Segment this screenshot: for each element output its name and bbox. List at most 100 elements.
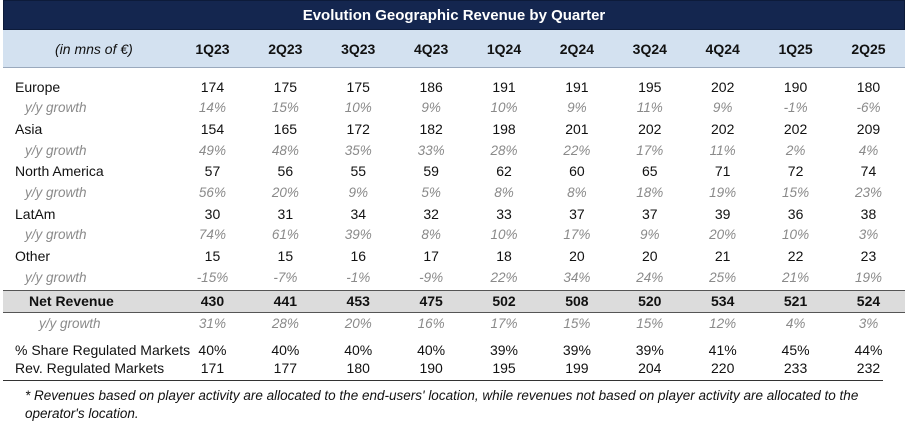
value-cell: 10%	[490, 227, 518, 243]
quarter-header: 3Q24	[632, 40, 667, 57]
value-cell: 198	[492, 120, 516, 137]
value-cell: 195	[638, 78, 662, 95]
value-cell: 15%	[782, 185, 810, 201]
value-cell: 49%	[198, 142, 226, 158]
value-cell: 41%	[708, 341, 737, 358]
value-cell: 177	[273, 359, 298, 376]
value-cell: 39	[714, 205, 731, 222]
value-cell: -7%	[273, 269, 298, 285]
value-cell: 28%	[271, 316, 299, 332]
growth-row: y/y growth 49% 48% 35% 33% 28% 22% 17% 11% 2% 4%	[3, 140, 905, 161]
value-cell: 12%	[709, 316, 737, 332]
value-cell: 31	[277, 205, 294, 222]
growth-row: y/y growth 56% 20% 9% 5% 8% 8% 18% 19% 15% 23%	[3, 182, 905, 203]
value-cell: 15	[204, 248, 221, 265]
value-cell: 9%	[421, 100, 441, 116]
value-cell: 180	[856, 78, 881, 95]
row-label: Other	[15, 248, 51, 265]
value-cell: 9%	[567, 100, 587, 116]
value-cell: 8%	[567, 185, 587, 201]
value-cell: 9%	[712, 100, 733, 116]
table-body: Europe 174 175 175 186 191 191 195 202 190 180 y/y …	[3, 68, 905, 380]
value-cell: 20%	[709, 227, 737, 243]
quarter-header: 2Q23	[268, 40, 303, 57]
value-cell: 59	[423, 163, 439, 180]
value-cell: 14%	[198, 100, 226, 116]
quarter-header: 1Q24	[486, 40, 522, 57]
value-cell: 453	[346, 293, 370, 310]
row-label: Net Revenue	[29, 293, 114, 310]
value-cell: 16	[350, 248, 367, 265]
quarter-header: 3Q23	[341, 40, 376, 57]
growth-row: y/y growth 14% 15% 10% 9% 10% 9% 11% 9% -1% -6%	[3, 97, 905, 118]
quarter-headers: 1Q23 2Q23 3Q23 4Q23 1Q24 2Q24 3Q24 4Q24 1Q25 2Q25	[176, 41, 905, 57]
value-cell: -15%	[196, 269, 229, 285]
region-row: Europe 174 175 175 186 191 191 195 202 190 180	[3, 76, 905, 97]
value-cell: 23%	[854, 185, 882, 201]
value-cell: 17%	[563, 227, 591, 243]
value-cell: 30	[204, 205, 221, 222]
quarter-header: 2Q25	[851, 40, 886, 57]
value-cell: 34%	[563, 269, 591, 285]
value-cell: 20	[569, 248, 585, 265]
value-cell: 38	[860, 205, 877, 222]
net-revenue-row: Net Revenue 430 441 453 475 502 508 520 534 521 52…	[3, 289, 905, 313]
value-cell: 57	[204, 163, 221, 180]
value-cell: 10%	[344, 100, 372, 116]
value-cell: 37	[642, 205, 658, 222]
value-cell: 191	[492, 78, 516, 95]
header-row: (in mns of €) 1Q23 2Q23 3Q23 4Q23 1Q24 2Q24 3Q…	[3, 30, 905, 68]
quarter-header: 4Q24	[705, 40, 740, 57]
value-cell: 39%	[635, 341, 664, 358]
value-cell: 165	[273, 120, 298, 137]
quarter-header: 1Q23	[195, 40, 230, 57]
value-cell: 40%	[344, 341, 373, 358]
value-cell: 40%	[198, 341, 227, 358]
row-label: % Share Regulated Markets	[15, 341, 191, 358]
value-cell: 74%	[198, 227, 226, 243]
value-cell: 15	[277, 248, 294, 265]
value-cell: 71	[714, 163, 731, 180]
value-cell: 524	[856, 293, 881, 310]
value-cell: 3%	[858, 227, 879, 243]
value-cell: 233	[783, 359, 808, 376]
rev-regulated-row: Rev. Regulated Markets 171 177 180 190 195 199…	[3, 359, 905, 377]
value-cell: 4%	[858, 142, 879, 158]
value-cell: 180	[346, 359, 370, 376]
value-cell: 61%	[271, 227, 299, 243]
unit-label: (in mns of €)	[55, 40, 133, 57]
value-cell: 174	[200, 78, 225, 95]
value-cell: 35%	[344, 142, 372, 158]
value-cell: 190	[783, 78, 808, 95]
value-cell: 22%	[563, 142, 591, 158]
value-cell: 3%	[858, 316, 879, 332]
value-cell: 10%	[490, 100, 518, 116]
value-cell: 65	[642, 163, 658, 180]
value-cell: 520	[638, 293, 662, 310]
value-cell: 40%	[271, 341, 300, 358]
value-cell: 74	[860, 163, 877, 180]
value-cell: 5%	[421, 185, 441, 201]
share-regulated-row: % Share Regulated Markets 40% 40% 40% 40% 39%…	[3, 341, 905, 359]
value-cell: 48%	[271, 142, 299, 158]
value-cell: 11%	[636, 100, 663, 116]
value-cell: 521	[783, 293, 808, 310]
value-cell: 15%	[636, 316, 664, 332]
value-cell: 34	[350, 205, 367, 222]
value-cell: 8%	[494, 185, 514, 201]
value-cell: 190	[419, 359, 443, 376]
value-cell: 40%	[417, 341, 446, 358]
growth-row: y/y growth -15% -7% -1% -9% 22% 34% 24% 25% 21% 19…	[3, 267, 905, 288]
value-cell: 22	[787, 248, 804, 265]
value-cell: -1%	[783, 100, 808, 116]
value-cell: 441	[273, 293, 298, 310]
value-cell: 175	[346, 78, 370, 95]
value-cell: 44%	[854, 341, 883, 358]
value-cell: 60	[569, 163, 585, 180]
value-cell: 21	[714, 248, 731, 265]
value-cell: 21%	[782, 269, 810, 285]
value-cell: 8%	[421, 227, 441, 243]
value-cell: 23	[860, 248, 877, 265]
value-cell: 4%	[785, 316, 806, 332]
value-cell: 56%	[198, 185, 226, 201]
